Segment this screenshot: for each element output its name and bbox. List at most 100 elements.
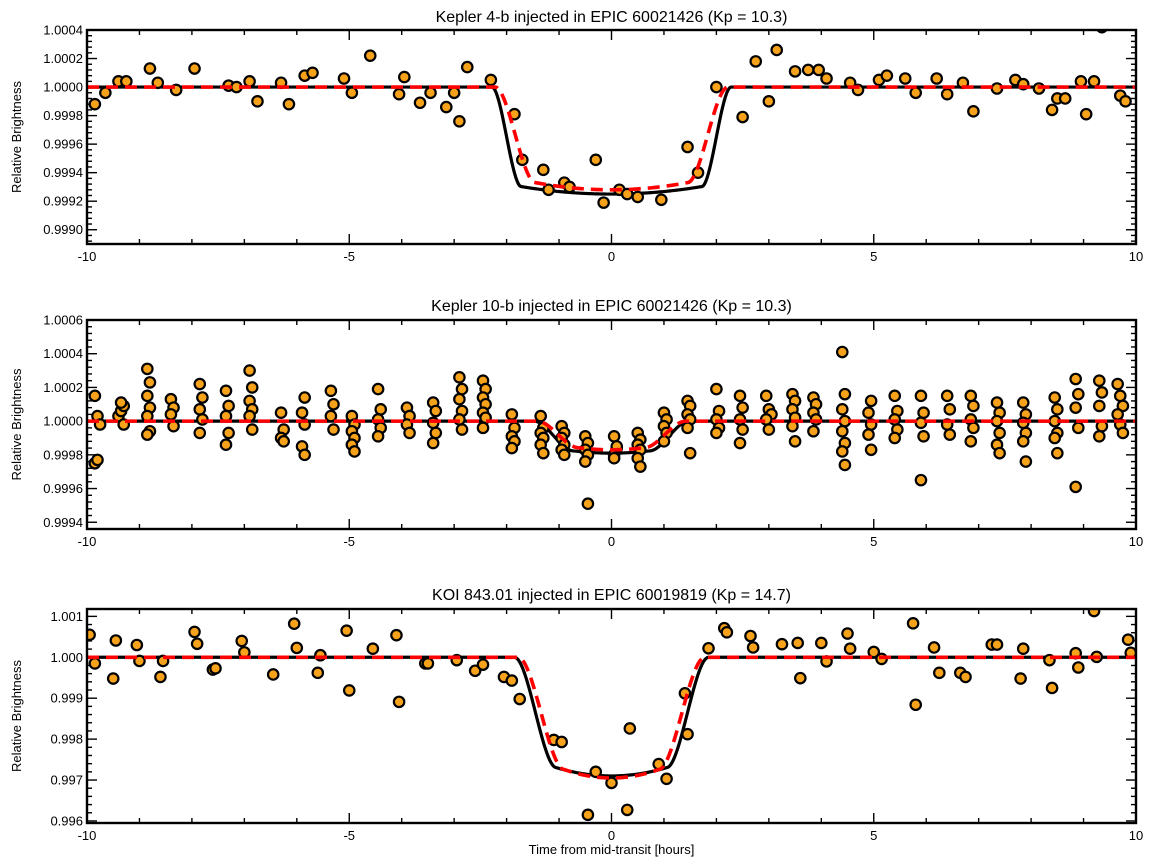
data-point	[266, 668, 280, 681]
data-point	[794, 671, 807, 685]
plot-frame	[85, 318, 1138, 531]
data-point	[1069, 401, 1082, 414]
y-tick-label: 0.998	[50, 732, 83, 747]
data-point	[1111, 377, 1124, 391]
x-tick-label: -10	[78, 249, 97, 264]
fit-curve	[87, 655, 1136, 780]
data-point	[835, 345, 849, 359]
data-point	[1045, 103, 1059, 117]
data-point	[589, 153, 603, 167]
data-point	[219, 438, 233, 452]
data-points	[88, 30, 1132, 209]
y-tick-label: 0.996	[50, 813, 83, 828]
data-point	[791, 636, 804, 650]
data-point	[788, 65, 802, 78]
data-point	[898, 72, 912, 85]
data-point	[749, 55, 763, 68]
data-point	[327, 397, 340, 411]
data-point	[306, 66, 319, 80]
data-point	[835, 445, 849, 458]
axis-ticks: -10 -5 0 5 10 0.9990 0.9992 0.9994 0.9996 0.9998 1…	[43, 23, 1143, 265]
data-point	[605, 776, 618, 790]
data-point	[277, 435, 290, 448]
data-point	[453, 371, 466, 384]
data-point	[967, 421, 980, 435]
data-point	[537, 163, 550, 177]
data-point	[363, 49, 377, 62]
data-point	[814, 636, 828, 650]
data-point	[1014, 672, 1027, 685]
data-point	[597, 196, 610, 209]
data-point	[555, 735, 568, 749]
y-tick-label: 0.9998	[43, 108, 83, 123]
data-point	[578, 455, 592, 468]
data-point	[371, 382, 385, 396]
data-point	[864, 394, 878, 408]
data-point	[193, 426, 207, 440]
data-point	[917, 406, 930, 420]
x-tick-label: -5	[343, 534, 355, 549]
data-point	[1016, 435, 1030, 448]
data-point	[744, 629, 757, 643]
data-point	[1048, 431, 1062, 445]
data-point	[447, 86, 461, 100]
data-point	[392, 695, 406, 709]
data-point	[710, 426, 723, 440]
data-point	[759, 389, 773, 403]
plot-area	[87, 30, 1136, 209]
data-point	[109, 634, 123, 647]
data-point	[862, 428, 875, 441]
data-point	[542, 183, 555, 197]
data-point	[736, 401, 749, 414]
data-point	[1119, 95, 1132, 108]
y-tick-label: 0.9994	[43, 165, 83, 180]
data-point	[371, 429, 385, 443]
data-point	[154, 670, 167, 684]
data-point	[940, 87, 954, 101]
data-point	[1092, 374, 1106, 387]
data-point	[429, 404, 443, 418]
data-point	[130, 638, 144, 652]
data-point	[245, 381, 259, 394]
data-point	[287, 617, 301, 631]
y-tick-label: 0.997	[50, 773, 83, 788]
data-point	[1072, 661, 1085, 674]
data-point	[337, 72, 351, 85]
data-point	[801, 63, 815, 77]
data-point	[909, 86, 923, 100]
y-tick-label: 1.0000	[43, 414, 83, 429]
data-point	[581, 808, 595, 822]
plot-frame	[85, 607, 1138, 825]
data-point	[990, 396, 1004, 409]
data-point	[196, 391, 209, 404]
data-point	[505, 441, 519, 455]
data-point	[1092, 399, 1106, 413]
data-point	[862, 406, 875, 420]
panel-kepler-4b: Kepler 4-b injected in EPIC 60021426 (Kp…	[9, 9, 1143, 264]
data-point	[290, 641, 304, 655]
data-point	[710, 80, 723, 94]
data-point	[838, 458, 852, 472]
data-point	[243, 364, 256, 377]
data-point	[106, 672, 120, 685]
data-point	[940, 389, 954, 403]
data-point	[311, 666, 325, 680]
data-point	[366, 642, 380, 655]
data-point	[660, 772, 673, 786]
data-point	[209, 662, 222, 675]
data-point	[243, 75, 256, 88]
data-point	[188, 625, 201, 639]
y-tick-label: 1.0002	[43, 380, 83, 395]
data-point	[1045, 681, 1059, 695]
data-point	[120, 75, 133, 88]
data-point	[429, 426, 443, 440]
data-point	[295, 406, 309, 420]
data-point	[930, 72, 943, 85]
data-point	[967, 399, 980, 413]
data-point	[964, 435, 978, 448]
data-point	[534, 409, 547, 423]
data-point	[1069, 480, 1082, 494]
x-tick-label: -5	[343, 249, 355, 264]
data-point	[421, 657, 435, 670]
